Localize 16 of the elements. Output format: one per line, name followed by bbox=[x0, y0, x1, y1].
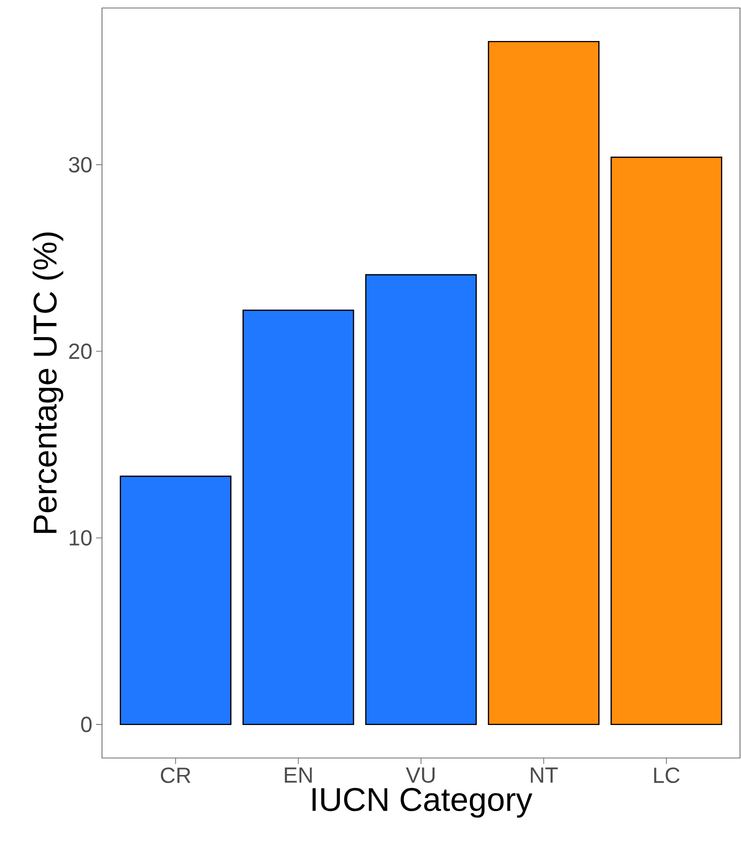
bar bbox=[610, 156, 722, 726]
y-tick-label: 30 bbox=[68, 156, 92, 172]
bar bbox=[242, 310, 354, 726]
y-tick-label: 20 bbox=[69, 344, 92, 360]
x-tick-label: EN bbox=[284, 768, 312, 783]
x-tick-label: VU bbox=[406, 768, 435, 783]
y-tick-label: 0 bbox=[81, 716, 92, 732]
y-axis-title: Percentage UTC (%) bbox=[32, 232, 64, 533]
x-tick-label: NT bbox=[530, 768, 558, 783]
x-axis-title: IUCN Category bbox=[312, 788, 532, 818]
bar bbox=[365, 274, 477, 726]
bar bbox=[120, 476, 232, 726]
bar bbox=[488, 40, 600, 726]
y-tick-label: 10 bbox=[70, 530, 92, 546]
x-tick-label: LC bbox=[654, 768, 680, 784]
x-tick-label: CR bbox=[160, 768, 190, 784]
